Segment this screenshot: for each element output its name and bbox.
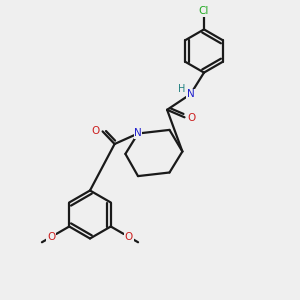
Text: H: H — [178, 84, 185, 94]
Text: O: O — [92, 126, 100, 136]
Text: Cl: Cl — [199, 6, 209, 16]
Text: O: O — [47, 232, 55, 242]
Text: N: N — [187, 89, 194, 99]
Text: O: O — [187, 113, 195, 123]
Text: N: N — [134, 128, 142, 139]
Text: O: O — [125, 232, 133, 242]
